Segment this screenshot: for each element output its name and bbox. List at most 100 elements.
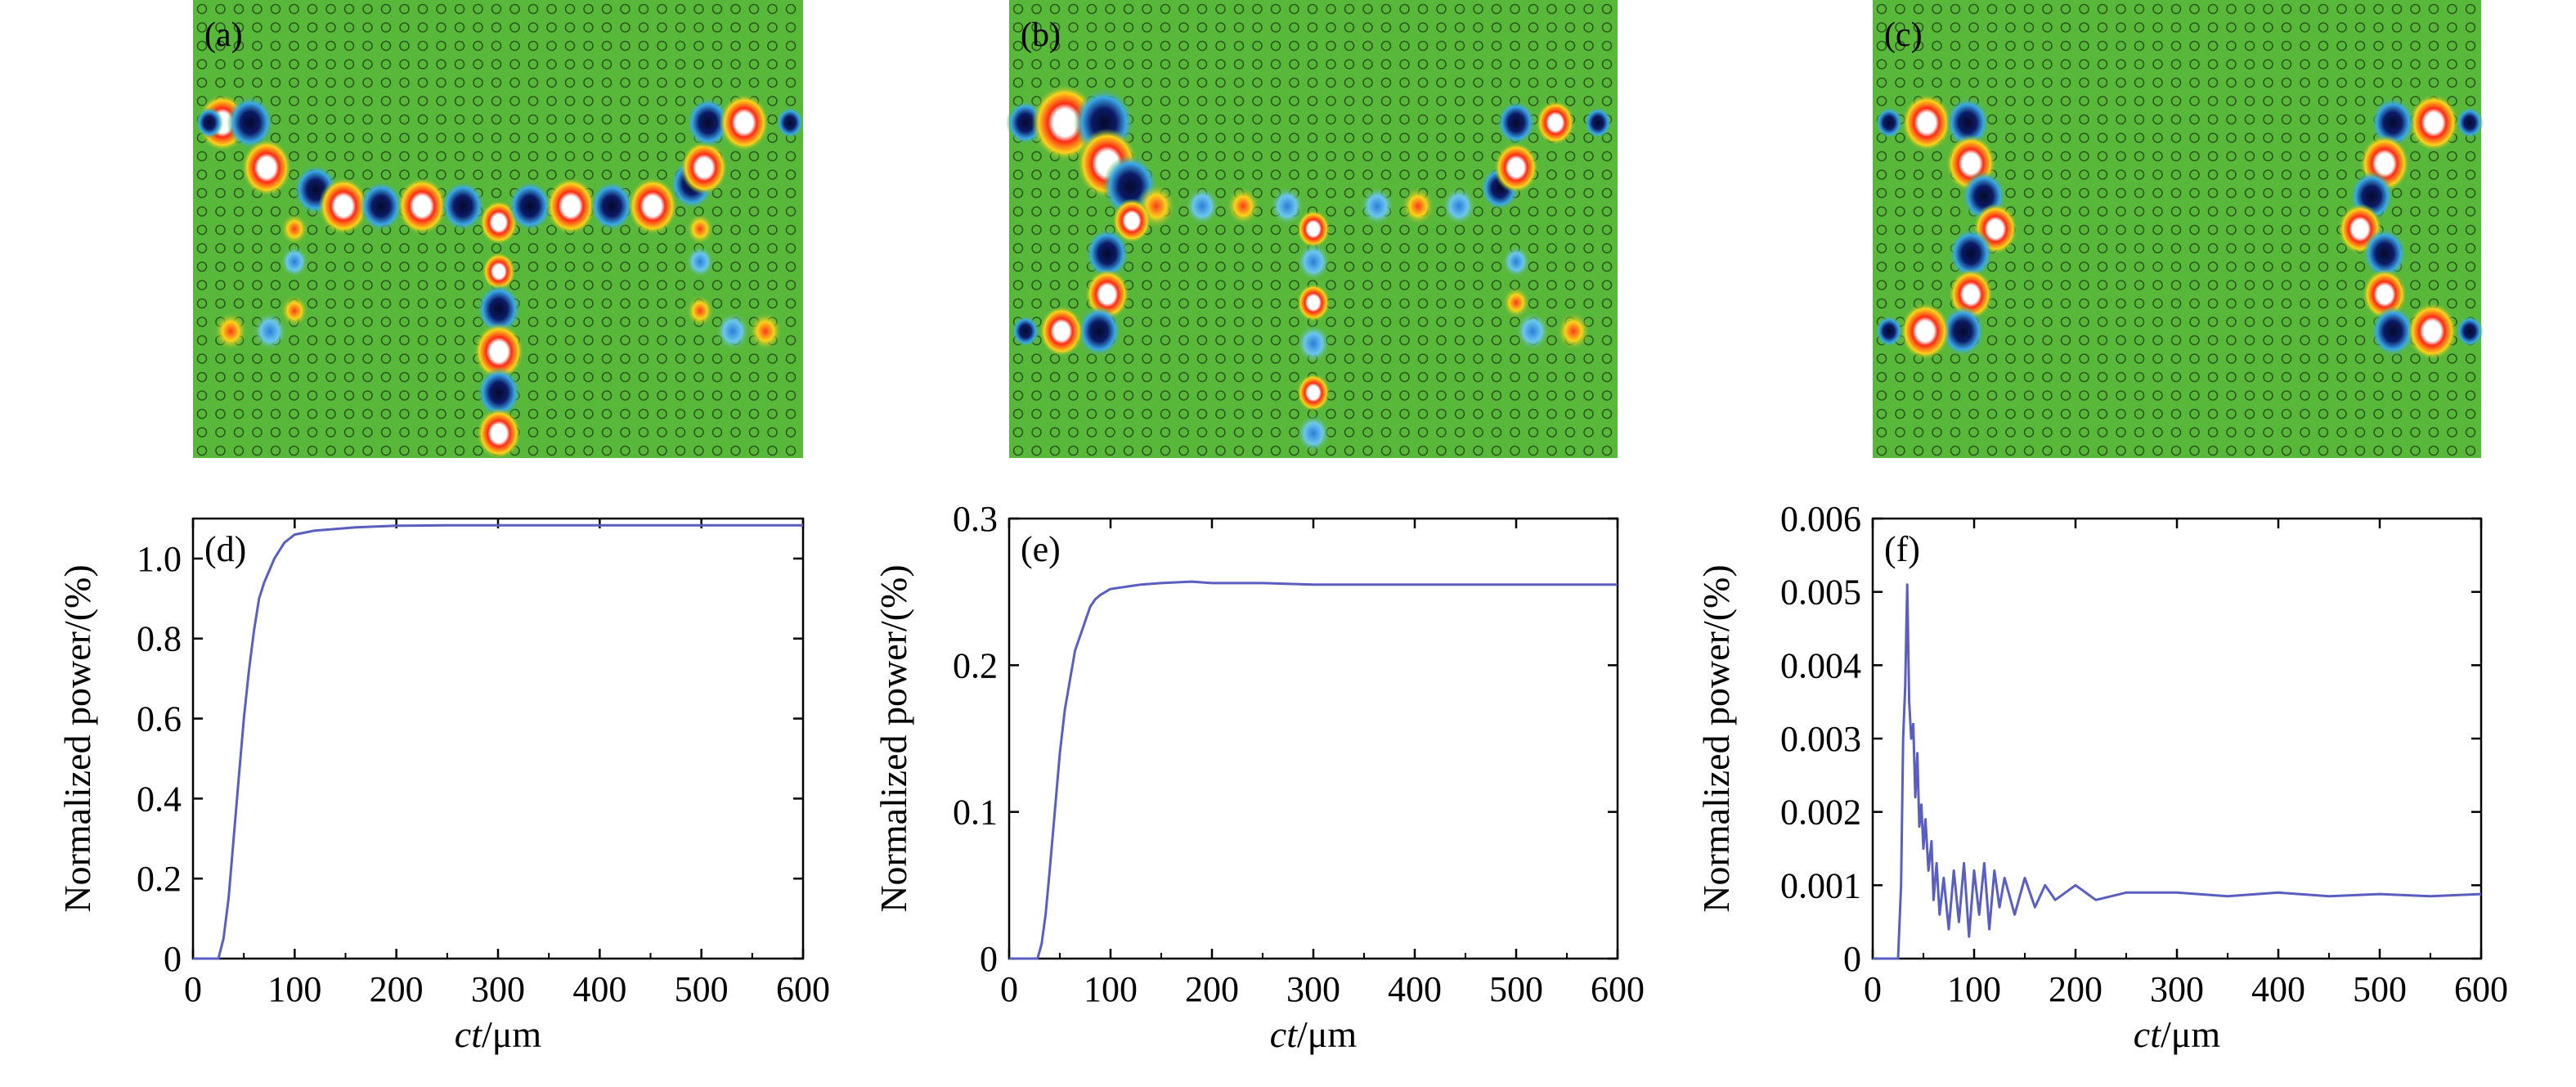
field-spot <box>776 106 804 139</box>
field-spot <box>1442 186 1476 226</box>
field-intensity-spots <box>195 93 804 460</box>
x-tick-label: 200 <box>2049 969 2103 1009</box>
panel-label: (f) <box>1884 529 1920 569</box>
field-spot <box>2456 106 2484 139</box>
field-spot <box>748 312 783 351</box>
x-tick-label: 600 <box>2454 969 2508 1009</box>
field-map-c: (c) <box>1873 0 2484 458</box>
panel-label: (d) <box>204 529 246 569</box>
chart-d: 0 100 200 300 400 500 600 0 0.2 0.4 0.6 0.8 1.0 ct/μm… <box>56 517 830 1055</box>
x-tick-label: 100 <box>267 969 321 1009</box>
panel-label-b: (b) <box>1021 16 1061 54</box>
field-spot <box>627 177 678 236</box>
power-curve <box>1009 580 1618 960</box>
x-axis-label: ct/μm <box>2134 1013 2221 1055</box>
field-spot <box>1875 315 1903 348</box>
field-spot <box>1084 227 1130 280</box>
y-tick-label: 0.006 <box>1780 499 1861 539</box>
field-spot <box>1493 141 1539 194</box>
x-tick-label: 0 <box>1000 969 1018 1009</box>
y-tick-label: 0 <box>980 939 998 979</box>
field-map-b: (b) <box>1006 0 1618 458</box>
x-tick-label: 600 <box>776 969 830 1009</box>
field-spot <box>1497 100 1536 146</box>
field-spot <box>1185 186 1219 226</box>
x-axis-label-unit: /μm <box>1297 1013 1357 1055</box>
field-spot <box>1296 283 1331 322</box>
field-spot <box>1112 198 1151 244</box>
field-spot <box>2362 227 2408 280</box>
field-spot <box>440 180 486 232</box>
y-tick-label: 0.6 <box>137 699 182 739</box>
field-spot <box>2407 302 2457 361</box>
field-spot <box>685 97 731 149</box>
y-tick-label: 0.3 <box>953 499 998 539</box>
field-spot <box>2370 305 2416 357</box>
field-spot <box>1556 312 1591 351</box>
x-tick-label: 0 <box>1864 969 1882 1009</box>
field-spot <box>397 177 447 236</box>
x-tick-label: 300 <box>2150 969 2204 1009</box>
y-axis-label: Normalized power/(%) <box>56 564 98 912</box>
field-spot <box>1039 305 1084 357</box>
field-spot <box>280 294 308 327</box>
y-tick-label: 0.2 <box>137 859 182 899</box>
field-spot <box>1536 100 1575 146</box>
x-tick-label: 200 <box>1185 969 1239 1009</box>
field-spot <box>719 93 770 152</box>
field-spot <box>476 366 522 419</box>
x-axis-label: ct/μm <box>1270 1013 1358 1055</box>
x-axis-label-variable: ct <box>455 1013 482 1055</box>
field-spot <box>213 312 248 351</box>
x-axis-label-variable: ct <box>2134 1013 2161 1055</box>
panel-label-c: (c) <box>1884 16 1923 54</box>
x-tick-label: 500 <box>675 969 729 1009</box>
x-tick-label: 200 <box>370 969 424 1009</box>
field-spot <box>1900 302 1950 361</box>
x-tick-label: 400 <box>1388 969 1442 1009</box>
field-spot <box>1360 186 1394 226</box>
field-spot <box>482 252 516 291</box>
y-tick-label: 0.002 <box>1780 793 1861 833</box>
field-spot <box>1296 373 1331 412</box>
field-spot <box>1901 93 1952 152</box>
field-spot <box>2456 315 2484 348</box>
x-tick-label: 400 <box>572 969 626 1009</box>
field-spot <box>318 177 369 236</box>
x-tick-label: 100 <box>1947 969 2001 1009</box>
field-spot <box>680 140 728 195</box>
field-intensity-spots <box>1875 93 2484 361</box>
chart-e: 0 100 200 300 400 500 600 0 0.1 0.2 0.3 ct/μm Normal… <box>873 499 1645 1055</box>
y-tick-label: 0 <box>164 939 182 979</box>
x-axis-label-unit: /μm <box>2161 1013 2220 1055</box>
panel-label-a: (a) <box>204 16 243 54</box>
y-tick-label: 0.003 <box>1780 719 1861 759</box>
field-spot <box>686 294 714 327</box>
field-spot <box>2408 93 2459 152</box>
field-spot <box>1875 106 1903 139</box>
power-curve <box>1873 583 2482 960</box>
x-tick-label: 600 <box>1591 969 1645 1009</box>
field-spot <box>1296 414 1331 453</box>
field-spot <box>227 95 274 150</box>
y-tick-label: 1.0 <box>137 539 182 579</box>
y-tick-label: 0.4 <box>137 779 182 819</box>
y-tick-label: 0.001 <box>1780 865 1861 905</box>
field-spot <box>1296 209 1331 249</box>
x-tick-label: 400 <box>2251 969 2305 1009</box>
y-tick-label: 0.8 <box>137 619 182 659</box>
field-spot <box>476 407 522 460</box>
field-intensity-spots <box>1006 84 1612 453</box>
field-map-a: (a) <box>193 0 804 460</box>
y-tick-label: 0.004 <box>1780 645 1861 685</box>
x-tick-label: 100 <box>1084 969 1138 1009</box>
x-tick-label: 300 <box>471 969 525 1009</box>
field-spot <box>1948 227 1994 280</box>
x-tick-label: 300 <box>1286 969 1340 1009</box>
x-tick-label: 500 <box>2353 969 2407 1009</box>
field-spot <box>1584 106 1612 139</box>
field-spot <box>1012 315 1039 348</box>
field-spot <box>1945 97 1990 149</box>
field-spot <box>589 180 635 232</box>
